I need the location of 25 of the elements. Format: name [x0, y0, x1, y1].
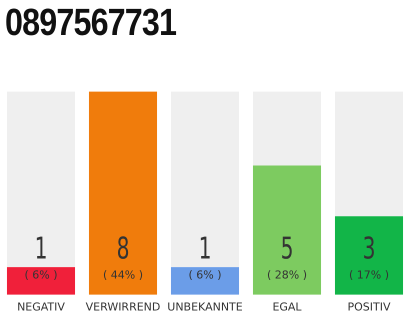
data-label: ( 28% ): [266, 268, 308, 282]
x-tick-label: NEGATIV: [17, 300, 66, 314]
annotation: 3: [362, 231, 376, 267]
bar: [334, 92, 404, 216]
annotation: 8: [116, 231, 130, 267]
bar: [252, 92, 322, 166]
x-tick-label: POSITIV: [347, 300, 391, 314]
chart-title: 0897567731: [5, 1, 176, 46]
annotation: 5: [280, 231, 294, 267]
data-label: ( 6% ): [188, 268, 222, 282]
x-tick-label: VERWIRREND: [86, 300, 160, 314]
data-label: ( 17% ): [348, 268, 390, 282]
data-label: ( 6% ): [24, 268, 58, 282]
x-tick-label: EGAL: [272, 300, 302, 314]
data-label: ( 44% ): [102, 268, 144, 282]
bar: [6, 267, 76, 295]
bar: [6, 92, 76, 268]
bar: [252, 166, 322, 295]
bar: [334, 216, 404, 295]
bar: [170, 267, 240, 295]
annotation: 1: [198, 231, 212, 267]
bar: [170, 92, 240, 268]
x-tick-label: UNBEKANNTE: [167, 300, 243, 314]
bar: [88, 92, 158, 295]
annotation: 1: [34, 231, 48, 267]
